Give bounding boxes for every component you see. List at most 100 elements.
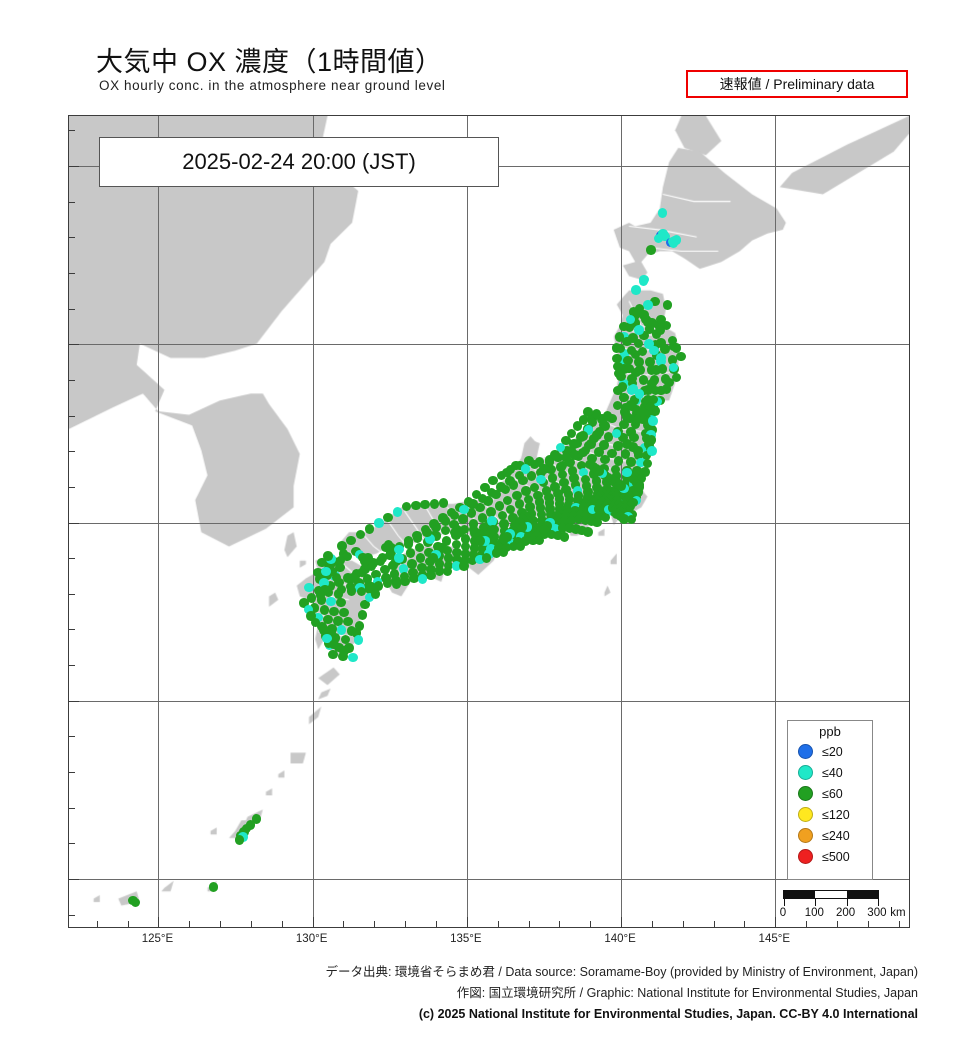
station-point [615,343,626,354]
station-point [610,464,621,475]
station-point [488,475,498,486]
station-point [321,566,331,577]
station-point [631,405,642,415]
station-point [494,501,504,511]
station-point [407,559,417,569]
station-point [592,517,602,528]
station-point [625,400,636,410]
lon-tick-minor [867,921,869,927]
station-point [624,322,635,332]
station-point [208,882,219,892]
station-point [572,438,583,449]
station-point [322,633,332,644]
station-point [627,373,637,384]
station-point [304,582,314,593]
station-point [468,499,478,509]
station-point [651,329,662,339]
station-point [557,523,568,533]
lat-tick-minor [69,665,75,667]
station-point [245,820,256,830]
station-point [612,353,622,364]
station-point [408,567,418,578]
lon-tick-major [621,917,623,927]
station-point [441,536,452,546]
station-point [373,581,384,591]
station-point [494,543,504,553]
station-point [449,527,460,538]
station-point [499,519,509,529]
station-point [655,325,666,336]
station-point [592,482,602,493]
station-point [517,522,528,532]
station-point [409,573,419,583]
station-point [364,592,375,603]
station-point [466,508,477,518]
lon-tick-minor [713,921,715,927]
lon-tick-minor [836,921,838,927]
legend-item[interactable]: ≤60 [788,783,872,804]
station-point [628,307,639,317]
legend-item[interactable]: ≤40 [788,762,872,783]
station-point [354,578,364,588]
station-point [600,454,610,465]
station-point [414,542,425,553]
station-point [343,573,353,583]
station-point [319,605,330,615]
lon-axis-label: 135°E [450,933,482,945]
legend-item-label: ≤120 [822,807,850,822]
station-point [657,364,668,374]
station-point [650,385,661,396]
station-point [353,635,364,645]
scalebar-tick [846,899,848,906]
legend-item[interactable]: ≤240 [788,825,872,846]
station-point [613,456,624,466]
station-point [620,402,631,413]
station-point [514,470,525,481]
station-point [624,363,634,374]
station-point [486,487,497,498]
map-plot-area[interactable] [68,115,910,928]
station-point [618,432,628,443]
lat-tick-minor [69,379,75,381]
station-point [344,643,354,653]
station-point [550,450,560,460]
scalebar-segment [815,891,847,898]
station-point [619,331,629,342]
lat-tick-minor [69,558,75,560]
station-point [455,527,466,538]
station-point [425,534,435,544]
station-point [536,509,547,520]
station-point [568,510,579,521]
station-point [380,564,390,575]
station-point [664,377,674,388]
lon-tick-minor [497,921,499,927]
station-point [488,538,498,548]
legend-item-label: ≤500 [822,849,850,864]
station-point [622,336,632,347]
station-point [309,603,320,613]
lon-tick-minor [374,921,376,927]
station-point [613,361,623,372]
station-point [646,430,656,440]
station-point [527,526,537,536]
lat-tick-minor [69,415,75,417]
station-point [661,320,672,331]
station-point [621,478,631,489]
station-point [668,362,679,373]
station-point [626,457,636,467]
station-point [394,544,404,555]
lat-tick-minor [69,308,75,310]
station-point [467,555,478,566]
legend-item[interactable]: ≤20 [788,741,872,762]
legend-item[interactable]: ≤120 [788,804,872,825]
legend-item[interactable]: ≤500 [788,846,872,867]
station-point [650,340,661,350]
station-point [460,541,471,552]
station-point [534,457,545,467]
station-point [374,518,384,528]
station-point [335,555,346,566]
station-point [647,318,657,328]
station-point [442,566,453,577]
lat-tick-minor [69,237,75,239]
station-point [386,542,396,553]
